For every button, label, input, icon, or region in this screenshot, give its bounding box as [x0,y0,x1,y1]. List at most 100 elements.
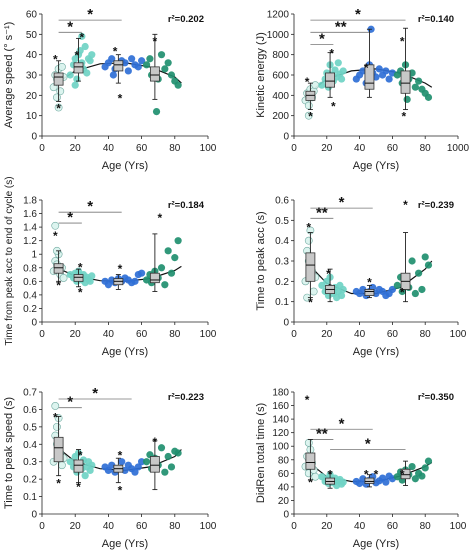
data-point [138,269,146,277]
outlier-star: * [158,211,163,225]
x-tick-label: 60 [387,521,399,532]
data-point [59,274,68,282]
outlier-star: * [53,53,58,67]
data-point [54,103,63,112]
y-tick-label: 0.4 [23,290,37,301]
data-point [66,458,74,466]
x-tick-label: 20 [321,329,333,340]
x-axis-label: Age (Yrs) [102,160,148,172]
data-point [86,57,94,65]
r2-label: r²=0.184 [168,200,205,211]
significance-label: * [67,394,73,411]
y-tick-label: 1.8 [23,196,37,207]
outlier-star: * [118,91,123,105]
y-tick-label: 0.2 [23,475,37,486]
data-point [73,75,81,83]
x-tick-label: 80 [169,143,181,154]
significance-label: * [319,31,325,48]
significance-label: * [339,194,345,211]
outlier-star: * [367,275,372,289]
data-point [138,458,146,466]
y-tick-label: 400 [272,91,289,102]
x-tick-label: 40 [103,521,115,532]
y-tick-label: 1000 [267,30,290,41]
x-axis-label: Age (Yrs) [102,538,148,550]
outlier-star: * [78,286,83,300]
box-iqr [113,60,124,72]
data-point [418,285,426,294]
x-tick-label: 0 [291,521,297,532]
data-point [415,269,423,277]
data-point [134,463,142,471]
x-tick-label: 0 [291,329,297,340]
y-tick-label: 800 [272,50,289,61]
data-point [403,95,411,103]
x-axis-label: Age (Yrs) [102,346,148,358]
y-tick-label: 200 [272,111,289,122]
data-point [83,69,91,77]
data-point [58,62,66,71]
y-tick-label: 40 [278,482,290,493]
y-tick-label: 0.3 [23,457,37,468]
data-point [382,67,390,75]
outlier-star: * [75,49,80,63]
box-iqr [325,72,335,88]
data-point [411,83,419,91]
x-tick-label: 20 [70,143,82,154]
outlier-star: * [78,260,83,274]
x-tick-label: 60 [136,143,148,154]
y-tick-label: 1200 [267,10,290,21]
data-point [334,59,342,67]
x-axis-label: Age (Yrs) [353,346,399,358]
data-point [128,55,136,63]
y-tick-label: 1.4 [23,223,37,234]
y-axis-label: Kinetic energy (J) [255,32,267,118]
outlier-star: * [56,477,61,491]
y-tick-label: 120 [272,428,289,439]
x-tick-label: 1000 [447,143,470,154]
x-tick-label: 20 [70,329,82,340]
data-point [157,51,166,59]
data-point [171,254,179,262]
x-tick-label: 60 [387,143,399,154]
data-point [167,71,176,79]
significance-label: * [67,18,73,35]
y-tick-label: 1.6 [23,209,37,220]
box-iqr [73,62,84,74]
outlier-star: * [53,410,58,424]
data-point [311,81,320,90]
y-tick-label: 0.2 [275,277,289,288]
outlier-star: * [153,34,158,48]
r2-label: r²=0.202 [168,14,204,25]
significance-label: * [87,6,93,23]
data-point [331,66,339,74]
x-tick-label: 40 [354,143,366,154]
significance-label: * [365,436,371,453]
outlier-star: * [56,279,61,293]
data-point [339,67,347,75]
significance-label: ** [316,425,328,442]
significance-label: * [67,209,73,226]
data-point [88,272,96,280]
data-point [164,452,172,461]
x-tick-label: 80 [169,329,181,340]
data-point [164,59,172,67]
outlier-star: * [400,286,405,300]
x-axis-label: Age (Yrs) [353,538,399,550]
outlier-star: * [403,198,408,212]
box-iqr [53,72,64,86]
data-point [304,236,313,245]
y-tick-label: 0 [283,132,289,143]
box-iqr [53,263,64,274]
outlier-star: * [326,267,331,281]
data-point [124,67,132,75]
data-point [142,458,151,466]
box-iqr [364,289,375,296]
outlier-star: * [80,30,85,44]
data-point [318,281,326,289]
y-tick-label: 60 [26,10,38,21]
y-tick-label: 0.2 [23,304,37,315]
y-axis-label: Time to peak speed (s) [3,397,15,509]
y-tick-label: 0.6 [23,277,37,288]
outlier-star: * [118,449,123,463]
